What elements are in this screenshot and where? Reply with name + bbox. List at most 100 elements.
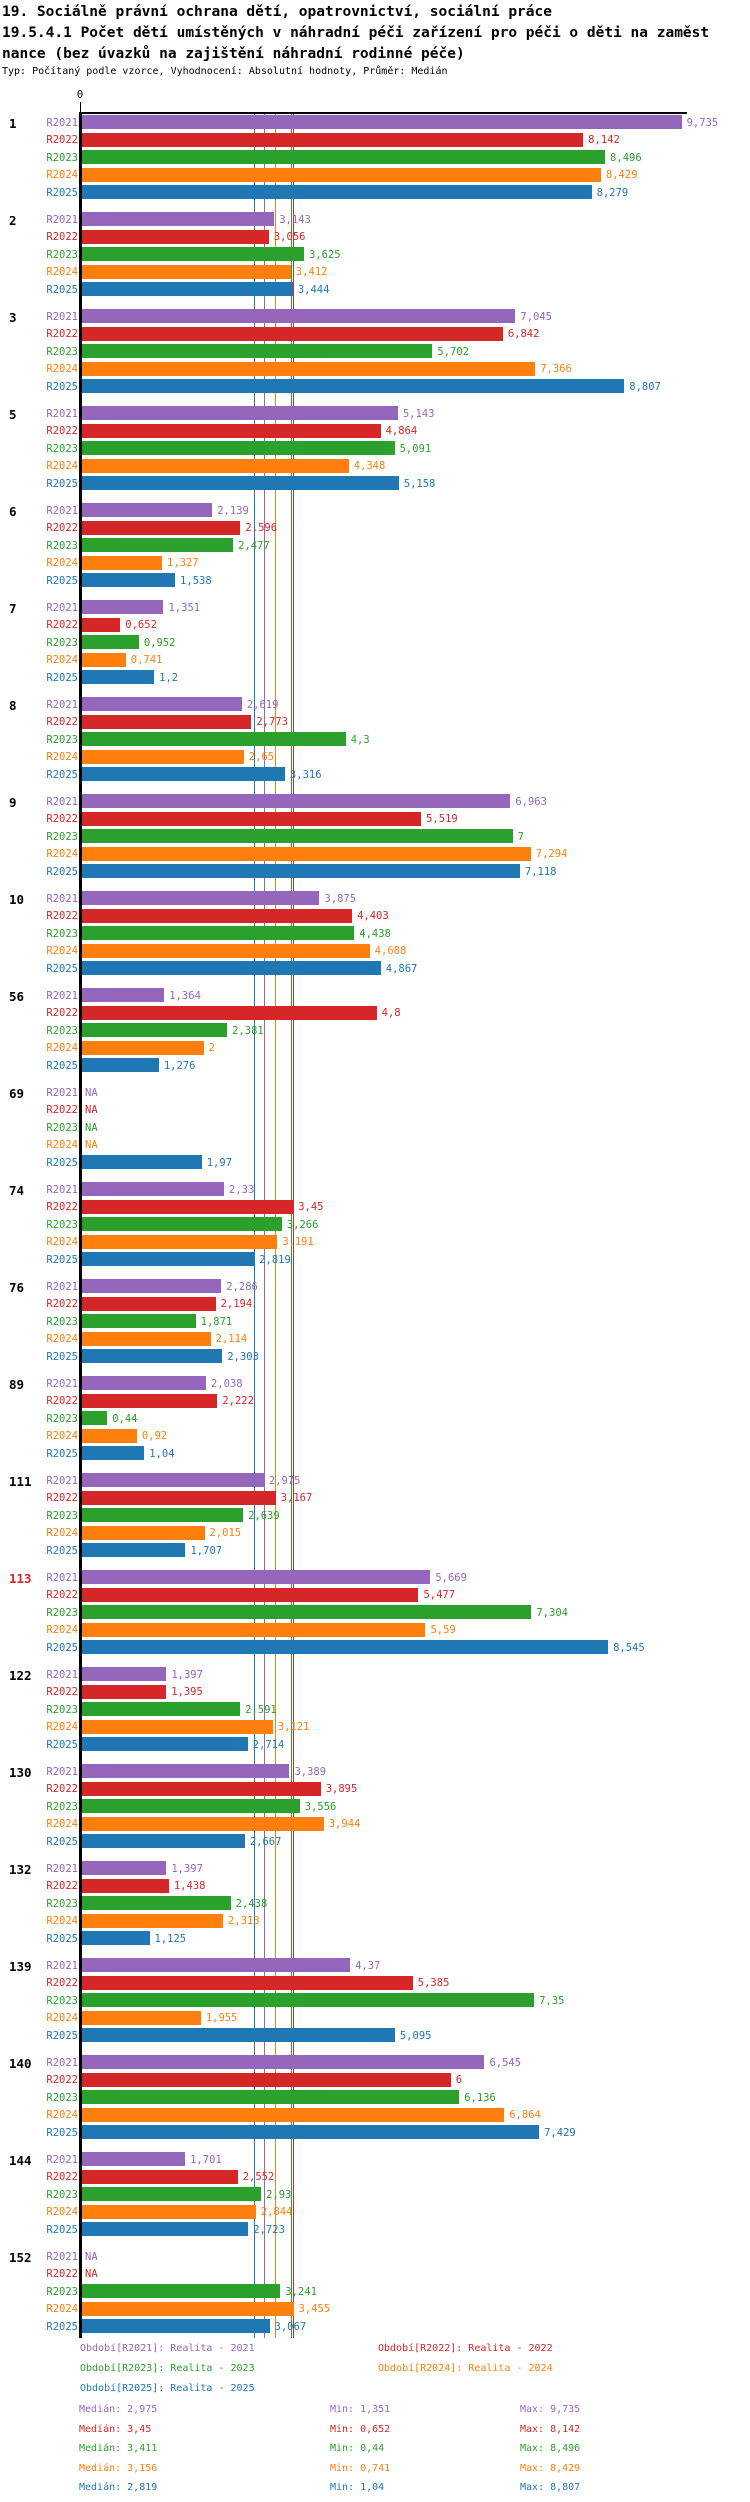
bar-R2021 xyxy=(81,988,165,1002)
bar-R2021 xyxy=(81,2055,485,2069)
bar-value-label: 3,944 xyxy=(328,1818,361,1831)
series-row-label-R2025: R2025 xyxy=(46,477,78,490)
group-label-111: 111 xyxy=(9,1474,32,1489)
series-row-label-R2024: R2024 xyxy=(46,945,78,958)
bar-R2021 xyxy=(81,1182,224,1196)
bar-value-label: 3,143 xyxy=(279,213,311,226)
series-row-label-R2024: R2024 xyxy=(46,1139,78,1152)
bar-R2024 xyxy=(81,1331,211,1346)
bar-R2025 xyxy=(81,1640,609,1655)
bar-value-label: 5,702 xyxy=(437,345,469,358)
series-row-label-R2021: R2021 xyxy=(46,2056,78,2069)
series-row-label-R2025: R2025 xyxy=(46,865,78,878)
series-row-label-R2023: R2023 xyxy=(46,1897,78,1910)
bar-R2021 xyxy=(81,212,275,226)
bar-R2024 xyxy=(81,361,536,376)
series-row-label-R2022: R2022 xyxy=(46,1201,78,1214)
bar-R2021 xyxy=(81,891,320,905)
series-row-label-R2021: R2021 xyxy=(46,1183,78,1196)
series-row-label-R2024: R2024 xyxy=(46,2012,78,2025)
bar-R2022 xyxy=(81,2072,451,2087)
bar-R2021 xyxy=(81,1958,351,1972)
series-row-label-R2025: R2025 xyxy=(46,2320,78,2333)
bar-value-label: 5,477 xyxy=(423,1589,456,1602)
bar-R2023 xyxy=(81,1993,535,2008)
series-row-label-R2024: R2024 xyxy=(46,654,78,667)
bar-value-label: 0,44 xyxy=(112,1412,138,1425)
group-label-144: 144 xyxy=(9,2153,32,2168)
series-row-label-R2022: R2022 xyxy=(46,1977,78,1990)
bar-R2023 xyxy=(81,344,433,359)
bar-R2023 xyxy=(81,2090,460,2105)
bar-R2024 xyxy=(81,1234,278,1249)
bar-R2021 xyxy=(81,503,213,517)
na-value-label: NA xyxy=(85,1086,98,1099)
series-row-label-R2025: R2025 xyxy=(46,2223,78,2236)
bar-R2022 xyxy=(81,1005,377,1020)
bar-R2023 xyxy=(81,1508,244,1523)
bar-R2025 xyxy=(81,2125,540,2140)
bar-value-label: 1,871 xyxy=(200,1315,233,1328)
series-row-label-R2025: R2025 xyxy=(46,1350,78,1363)
group-label-2: 2 xyxy=(9,213,17,228)
series-row-label-R2021: R2021 xyxy=(46,1474,78,1487)
legend-item-R2023: Období[R2023]: Realita - 2023 xyxy=(80,2363,255,2374)
bar-value-label: 1,04 xyxy=(149,1447,175,1460)
bar-value-label: 3,191 xyxy=(282,1236,314,1249)
series-row-label-R2022: R2022 xyxy=(46,1007,78,1020)
series-row-label-R2024: R2024 xyxy=(46,363,78,376)
series-row-label-R2023: R2023 xyxy=(46,1703,78,1716)
bar-R2024 xyxy=(81,1816,324,1831)
bar-value-label: 3,389 xyxy=(294,1765,327,1778)
series-row-label-R2021: R2021 xyxy=(46,310,78,323)
bar-R2021 xyxy=(81,1279,222,1293)
bar-value-label: 6 xyxy=(455,2074,463,2087)
bar-value-label: 2,619 xyxy=(246,698,279,711)
series-row-label-R2023: R2023 xyxy=(46,2188,78,2201)
bar-R2023 xyxy=(81,732,346,747)
series-row-label-R2025: R2025 xyxy=(46,1835,78,1848)
bar-value-label: 3,266 xyxy=(286,1218,319,1231)
x-axis-zero-tick xyxy=(79,102,81,112)
series-row-label-R2023: R2023 xyxy=(46,1412,78,1425)
series-row-label-R2023: R2023 xyxy=(46,1315,78,1328)
bar-value-label: 2,639 xyxy=(248,1509,280,1522)
bar-value-label: 3,316 xyxy=(289,768,322,781)
series-row-label-R2024: R2024 xyxy=(46,1818,78,1831)
bar-R2023 xyxy=(81,2284,281,2299)
chart-subtitle: Typ: Počítaný podle vzorce, Vyhodnocení:… xyxy=(2,66,448,77)
bar-value-label: 5,519 xyxy=(426,813,458,826)
bar-value-label: 2 xyxy=(208,1042,215,1055)
bar-R2025 xyxy=(81,2028,395,2043)
series-row-label-R2025: R2025 xyxy=(46,1447,78,1460)
stat-min-R2021: Min: 1,351 xyxy=(330,2404,391,2415)
series-row-label-R2024: R2024 xyxy=(46,169,78,182)
series-row-label-R2022: R2022 xyxy=(46,1589,78,1602)
series-row-label-R2024: R2024 xyxy=(46,1915,78,1928)
bar-value-label: 2,596 xyxy=(245,522,278,535)
bar-value-label: 2,552 xyxy=(242,2171,275,2184)
group-label-6: 6 xyxy=(9,504,17,519)
group-label-76: 76 xyxy=(9,1280,25,1295)
series-row-label-R2022: R2022 xyxy=(46,1880,78,1893)
series-row-label-R2023: R2023 xyxy=(46,442,78,455)
stat-max-R2023: Max: 8,496 xyxy=(520,2443,581,2454)
bar-R2023 xyxy=(81,2187,262,2202)
series-row-label-R2022: R2022 xyxy=(46,1104,78,1117)
bar-value-label: 2,286 xyxy=(226,1280,258,1293)
bar-value-label: 7,045 xyxy=(520,310,552,323)
bar-R2022 xyxy=(81,2169,238,2184)
bar-R2022 xyxy=(81,1878,169,1893)
bar-R2021 xyxy=(81,1667,167,1681)
bar-R2022 xyxy=(81,714,252,729)
bar-value-label: 0,652 xyxy=(125,619,157,632)
bar-value-label: 8,496 xyxy=(610,151,642,164)
bar-R2022 xyxy=(81,1975,413,1990)
bar-R2025 xyxy=(81,1252,255,1267)
series-row-label-R2021: R2021 xyxy=(46,698,78,711)
y-axis-line xyxy=(78,112,82,2338)
bar-value-label: 6,136 xyxy=(464,2091,496,2104)
bar-R2023 xyxy=(81,829,513,844)
bar-R2023 xyxy=(81,247,305,262)
bar-R2025 xyxy=(81,1543,186,1558)
